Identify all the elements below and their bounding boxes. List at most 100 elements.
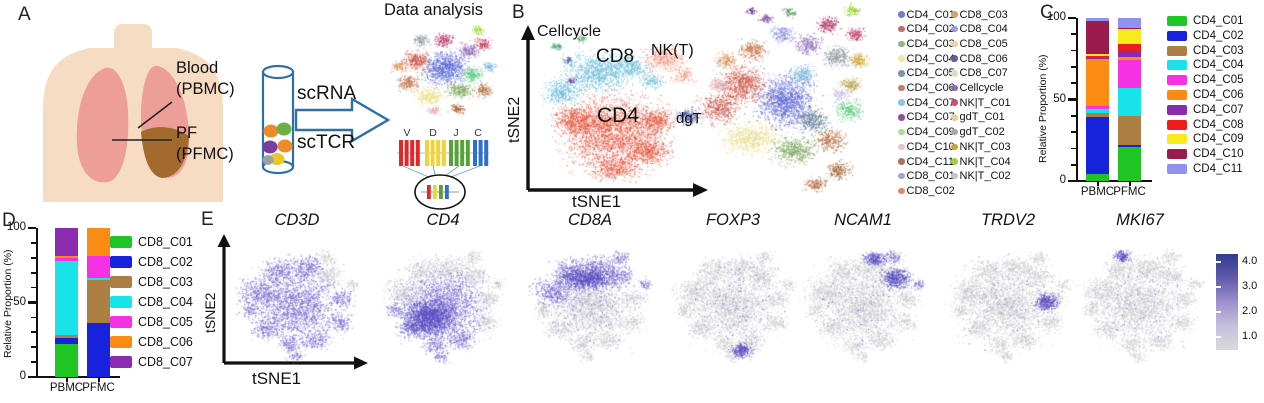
gene-label-CD3D: CD3D (274, 211, 320, 229)
legend-color-dot (898, 55, 905, 62)
pf-label-line2: (PFMC) (176, 145, 234, 163)
legend-color-swatch (1167, 16, 1187, 26)
legend-color-dot (898, 172, 905, 180)
legend-label: CD8_C03 (138, 275, 193, 289)
legend-item: NK|T_C04 (951, 155, 1011, 168)
blood-label-line1: Blood (176, 59, 219, 77)
colorbar-label-4: 4.0 (1242, 255, 1258, 267)
legend-label: CD4_C09 (1193, 133, 1244, 146)
legend-label: CD8_C04 (959, 23, 1008, 36)
legend-color-dot (898, 143, 905, 151)
legend-color-dot (898, 114, 905, 121)
cell-yellow (269, 153, 285, 165)
legend-item: CD4_C09 (898, 126, 955, 139)
mini-tsne-map (383, 22, 508, 117)
legend-label: CD4_C07 (1193, 103, 1244, 116)
legend-item: CD4_C10 (1167, 148, 1244, 160)
legend-label: CD8_C01 (906, 170, 955, 183)
legend-item: CD4_C03 (1167, 45, 1244, 57)
legend-label: CD4_C05 (906, 67, 955, 80)
legend-item: CD4_C04 (1167, 59, 1244, 71)
pf-label-line1: PF (176, 124, 198, 142)
bar-segment-CD4_C02 (1118, 145, 1141, 147)
legend-label: CD4_C06 (1193, 89, 1244, 101)
y-minor-tick (1071, 114, 1076, 117)
y-tick-label: 50 (1053, 92, 1066, 105)
neck-shape (114, 24, 152, 54)
y-minor-tick (1071, 49, 1076, 52)
stacked-bar (55, 228, 78, 377)
legend-item: CD4_C07 (898, 96, 955, 109)
gene-segment-bar (430, 140, 435, 166)
y-major-tick (1068, 16, 1076, 20)
legend-label: CD4_C02 (1193, 29, 1244, 42)
bar-segment-CD8_C02 (55, 338, 78, 345)
legend-item: gdT_C01 (951, 111, 1005, 124)
legend-label: CD4_C01 (906, 8, 955, 21)
legend-label: CD8_C05 (959, 37, 1008, 50)
bar-segment-CD8_C04 (87, 277, 110, 281)
gene-segment-bar (415, 140, 420, 166)
legend-color-dot (951, 143, 958, 151)
bar-segment-CD4_C11 (1086, 18, 1109, 22)
x-axis-line (1076, 180, 1152, 182)
gene-label-TRDV2: TRDV2 (980, 211, 1036, 229)
legend-item: CD4_C06 (1167, 89, 1244, 101)
region-label-cellcycle: Cellcycle (537, 23, 602, 40)
legend-color-dot (951, 11, 958, 18)
legend-color-dot (951, 40, 958, 48)
legend-color-swatch (110, 236, 132, 248)
legend-label: CD4_C03 (906, 37, 955, 50)
region-label-cd4: CD4 (597, 104, 640, 127)
legend-item: NK|T_C03 (951, 140, 1011, 153)
legend-color-swatch (1167, 75, 1187, 86)
legend-color-swatch (1167, 30, 1187, 41)
stacked-bar (1118, 18, 1141, 181)
bar-segment-CD4_C01 (1118, 146, 1141, 181)
bar-segment-CD4_C10 (1086, 21, 1109, 54)
y-major-tick (28, 301, 36, 304)
recombination-line (402, 165, 432, 179)
legend-color-swatch (1167, 149, 1187, 160)
legend-label: gdT_C01 (959, 111, 1005, 124)
legend-color-dot (898, 99, 905, 106)
x-category-label: PFMC (82, 382, 115, 394)
legend-color-dot (951, 25, 958, 33)
legend-label: gdT_C02 (959, 126, 1005, 139)
panel-label-d: D (2, 210, 16, 231)
gene-segment-bar (404, 140, 409, 166)
gene-segment-bar (410, 140, 415, 166)
legend-color-dot (898, 158, 905, 165)
feature-map-CD8A (520, 238, 660, 368)
colorbar-tick-4 (1216, 261, 1221, 263)
legend-label: CD8_C04 (138, 295, 193, 309)
legend-label: CD4_C06 (906, 82, 955, 94)
expression-colorbar (1216, 254, 1238, 350)
gene-label-MKI67: MKI67 (1116, 211, 1164, 229)
gene-segment-bar (465, 140, 470, 166)
y-minor-tick (1071, 163, 1076, 166)
x-axis-line (36, 376, 120, 378)
y-axis-line (36, 228, 39, 377)
legend-color-dot (898, 40, 905, 48)
stacked-bar (1086, 18, 1109, 181)
feature-map-MKI67 (1070, 238, 1210, 368)
cell-gray (262, 155, 274, 165)
vdjc-letter: D (429, 127, 437, 139)
bar-segment-CD4_C03 (1118, 115, 1141, 146)
feature-map-NCAM1 (793, 238, 933, 368)
panel-e-xlabel: tSNE1 (252, 369, 302, 388)
legend-color-dot (898, 187, 905, 195)
gene-segment-bar (484, 140, 489, 166)
feature-map-TRDV2 (938, 238, 1078, 368)
legend-label: CD4_C09 (906, 126, 955, 139)
y-minor-tick (31, 271, 36, 274)
y-minor-tick (1071, 147, 1076, 150)
legend-label: CD4_C11 (906, 155, 955, 168)
legend-item: CD4_C07 (1167, 104, 1244, 116)
panel-label-b: B (512, 2, 525, 23)
data-analysis-title: Data analysis (384, 1, 484, 19)
legend-label: CD4_C04 (1193, 59, 1244, 72)
x-category-label: PBMC (49, 382, 84, 394)
legend-color-dot (898, 11, 905, 18)
